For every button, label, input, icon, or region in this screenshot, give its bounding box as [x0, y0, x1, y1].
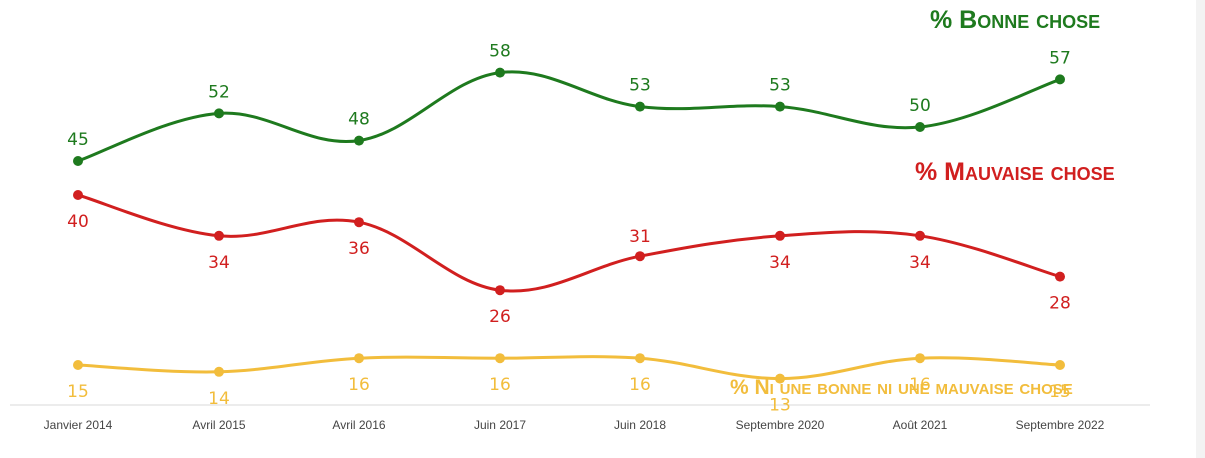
data-point-2-4 — [635, 353, 645, 364]
data-point-0-5 — [775, 101, 785, 112]
x-tick-label-4: Juin 2018 — [614, 418, 666, 432]
data-label-2-1: 14 — [208, 389, 230, 409]
x-tick-label-3: Juin 2017 — [474, 418, 526, 432]
data-label-0-7: 57 — [1049, 48, 1071, 68]
data-label-1-3: 26 — [489, 307, 511, 327]
data-point-0-3 — [495, 67, 505, 78]
data-label-2-6: 16 — [909, 375, 931, 395]
data-point-1-7 — [1055, 271, 1065, 282]
x-tick-label-0: Janvier 2014 — [44, 418, 113, 432]
data-point-1-2 — [354, 217, 364, 228]
data-point-1-6 — [915, 230, 925, 241]
legend-bonne-chose: % Bonne chose — [930, 6, 1101, 34]
data-label-0-5: 53 — [769, 76, 791, 96]
series-line-0 — [77, 70, 1061, 163]
data-label-1-4: 31 — [629, 227, 651, 247]
right-edge-strip — [1196, 0, 1205, 458]
data-point-1-1 — [214, 230, 224, 241]
data-point-0-7 — [1055, 74, 1065, 85]
series-0: 45 52 48 58 53 53 50 57 — [67, 42, 1071, 166]
data-label-0-4: 53 — [629, 76, 651, 96]
data-label-1-7: 28 — [1049, 294, 1071, 314]
data-label-0-0: 45 — [67, 130, 89, 150]
series-layer: 45 52 48 58 53 53 50 57 40 34 36 26 31 34 34 28 15 14 16 16… — [67, 42, 1071, 416]
data-label-0-1: 52 — [208, 82, 230, 102]
data-point-2-6 — [915, 353, 925, 364]
legend-mauvaise-chose: % Mauvaise chose — [915, 158, 1115, 186]
data-label-2-0: 15 — [67, 382, 89, 402]
data-label-2-3: 16 — [489, 375, 511, 395]
data-label-2-5: 13 — [769, 396, 791, 416]
x-tick-label-2: Avril 2016 — [332, 418, 385, 432]
data-point-0-2 — [354, 135, 364, 146]
data-label-0-6: 50 — [909, 96, 931, 116]
data-label-1-6: 34 — [909, 253, 931, 273]
data-point-0-6 — [915, 122, 925, 132]
data-label-1-1: 34 — [208, 253, 230, 273]
data-label-2-2: 16 — [348, 375, 370, 395]
data-label-0-3: 58 — [489, 42, 511, 62]
x-tick-label-6: Août 2021 — [893, 418, 948, 432]
legend-ni-bonne-ni-mauvaise: % Ni une bonne ni une mauvaise chose — [730, 376, 1073, 399]
data-point-1-0 — [73, 190, 83, 200]
series-1: 40 34 36 26 31 34 34 28 — [67, 190, 1071, 327]
data-point-0-4 — [635, 101, 645, 112]
data-label-1-2: 36 — [348, 239, 370, 259]
x-tick-labels: Janvier 2014 Avril 2015 Avril 2016 Juin 201… — [44, 418, 1105, 432]
data-label-0-2: 48 — [348, 110, 370, 130]
data-point-2-7 — [1055, 360, 1065, 370]
data-label-1-5: 34 — [769, 253, 791, 273]
data-point-1-4 — [635, 251, 645, 262]
data-point-2-1 — [214, 366, 224, 377]
data-point-2-2 — [354, 353, 364, 364]
x-tick-label-5: Septembre 2020 — [736, 418, 825, 432]
data-label-1-0: 40 — [67, 212, 89, 232]
x-tick-label-1: Avril 2015 — [192, 418, 245, 432]
x-tick-label-7: Septembre 2022 — [1016, 418, 1105, 432]
series-line-2 — [77, 355, 1061, 381]
data-label-2-7: 15 — [1049, 382, 1071, 402]
data-point-1-3 — [495, 285, 505, 296]
series-line-1 — [77, 193, 1061, 293]
data-point-2-3 — [495, 353, 505, 364]
data-point-2-5 — [775, 373, 785, 384]
data-point-0-1 — [214, 108, 224, 119]
data-label-2-4: 16 — [629, 375, 651, 395]
data-point-1-5 — [775, 230, 785, 241]
data-point-2-0 — [73, 360, 83, 370]
series-2: 15 14 16 16 16 13 16 15 — [67, 353, 1071, 416]
data-point-0-0 — [73, 156, 83, 166]
